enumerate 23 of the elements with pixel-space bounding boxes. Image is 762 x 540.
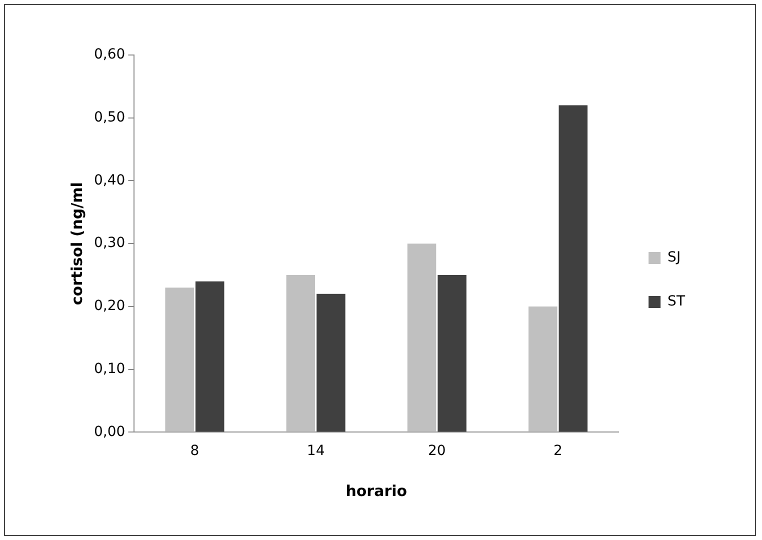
- x-tick-label: 20: [428, 443, 446, 460]
- x-tick-label: 14: [306, 443, 325, 460]
- bar: [558, 105, 588, 432]
- legend-label: SJ: [668, 250, 681, 266]
- y-tick-label: 0,20: [94, 298, 126, 314]
- bar: [165, 288, 194, 432]
- y-axis-title: cortisol (ng/ml: [68, 182, 86, 306]
- y-tick-label: 0,00: [94, 424, 126, 440]
- bar: [438, 275, 466, 432]
- bar: [528, 306, 558, 432]
- bar: [286, 275, 316, 432]
- bar: [195, 281, 224, 432]
- y-tick-label: 0,10: [94, 360, 126, 377]
- y-tick-label: 0,60: [94, 46, 126, 63]
- bar: [407, 244, 436, 432]
- bar: [316, 294, 346, 432]
- x-tick-label: 2: [554, 443, 562, 460]
- y-tick-label: 0,40: [94, 172, 126, 188]
- y-tick-label: 0,50: [94, 110, 126, 126]
- legend-label: ST: [668, 294, 686, 310]
- x-axis-title: horario: [346, 482, 408, 500]
- y-tick-label: 0,30: [94, 235, 126, 252]
- x-tick-label: 8: [190, 443, 200, 460]
